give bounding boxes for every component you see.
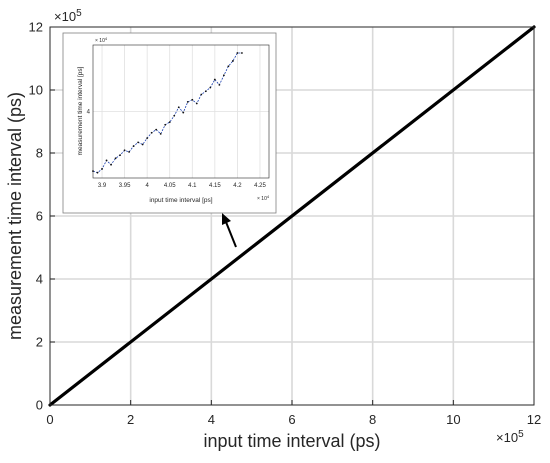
inset-x-exponent: × 104 [257,194,270,202]
inset-data-point [218,84,221,86]
inset-data-point [159,132,162,135]
inset-data-point [227,65,230,68]
inset-data-point [209,86,212,89]
inset-ticks: 3.9 3.95 4 4.05 4.1 4.15 4.2 4.25 4 [87,110,267,190]
inset-data-point [141,143,144,146]
x-tick-label: 10 [446,412,460,427]
series-line [48,25,536,407]
y-tick-label: 4 [36,272,43,287]
main-ticks: 0 2 4 6 8 10 12 0 2 4 6 8 10 12 [29,20,542,428]
inset-data-point [137,141,140,144]
x-tick-label: 4 [208,412,215,427]
inset-data-point [168,121,171,124]
inset-data-point [110,163,112,166]
inset-axes-box [92,44,270,179]
inset-data-point [173,114,176,117]
inset-data-point [96,171,99,174]
inset-data-point [132,145,135,147]
inset-x-tick-label: 4.25 [254,183,266,189]
y-tick-label: 10 [29,83,43,98]
inset-data-point [191,98,194,101]
inset-data-point [101,168,103,170]
x-tick-label: 6 [288,412,295,427]
inset-data-point [231,60,234,62]
inset-data-point [150,131,153,134]
inset-x-tick-label: 3.9 [98,183,107,189]
y-tick-label: 12 [29,20,43,35]
x-exponent: ×105 [496,429,524,445]
inset-grid [93,45,269,178]
inset-x-tick-label: 3.95 [119,183,131,189]
y-axis-label: measurement time interval (ps) [5,92,25,340]
inset-x-tick-label: 4.15 [209,183,221,189]
inset-data-point [164,123,167,126]
inset-x-tick-label: 4 [145,183,149,189]
inset-series [92,52,243,174]
inset-data-point [236,52,239,54]
inset-data-point [123,149,126,152]
inset-data-point [186,101,189,103]
inset-x-tick-label: 4.05 [164,183,176,189]
inset-data-point [114,157,117,160]
inset-plot: 3.9 3.95 4 4.05 4.1 4.15 4.2 4.25 4 input time i… [62,32,277,214]
inset-data-point [146,137,149,140]
inset-data-point [222,74,225,77]
annotation-arrow [222,213,237,248]
inset-data-point [241,52,243,54]
inset-data-point [128,151,131,153]
inset-data-point [213,78,216,81]
inset-data-point [204,90,207,93]
y-tick-label: 6 [36,209,43,224]
x-tick-label: 2 [127,412,134,427]
inset-data-point [182,111,185,114]
inset-x-axis-label: input time interval [ps] [149,197,212,204]
inset-series-line [92,52,242,174]
inset-y-exponent: × 104 [95,36,108,44]
inset-data-point [119,154,121,157]
x-tick-label: 8 [369,412,376,427]
inset-y-axis-label: measurement time interval [ps] [77,66,84,155]
inset-x-tick-label: 4.1 [188,183,197,189]
inset-data-point [195,102,198,105]
main-series [48,25,536,407]
x-axis-label: input time interval (ps) [203,431,380,451]
inset-data-point [200,93,203,96]
inset-data-point [155,128,158,131]
y-exponent: ×105 [54,8,82,24]
inset-y-tick-label: 4 [87,110,91,116]
x-tick-label: 12 [527,412,541,427]
x-tick-label: 0 [46,412,53,427]
y-tick-label: 0 [36,398,43,413]
y-tick-label: 8 [36,146,43,161]
y-tick-label: 2 [36,335,43,350]
inset-data-point [105,159,108,162]
inset-x-tick-label: 4.2 [233,183,242,189]
inset-data-point [177,106,180,109]
